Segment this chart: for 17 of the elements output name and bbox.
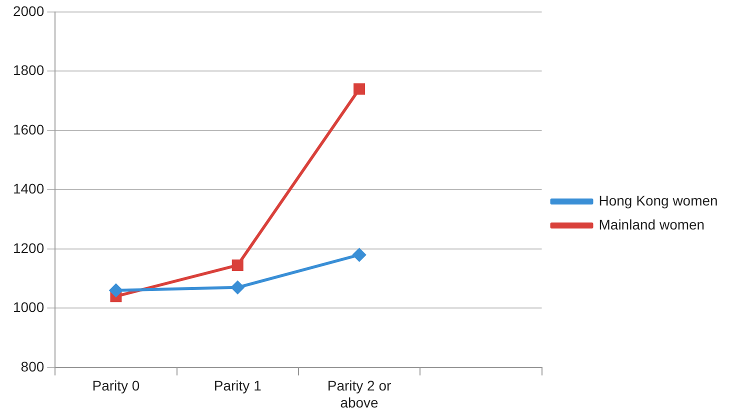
point bbox=[232, 259, 244, 271]
x-tick-label: Parity 0 bbox=[92, 378, 140, 394]
point bbox=[231, 280, 244, 294]
point bbox=[354, 83, 366, 95]
point bbox=[109, 284, 122, 297]
y-tick-label: 800 bbox=[20, 358, 44, 374]
y-tick-label: 1600 bbox=[12, 121, 44, 138]
y-tick-label: 2000 bbox=[12, 2, 44, 19]
legend-label: Hong Kong women bbox=[598, 192, 718, 208]
legend-label: Mainland women bbox=[598, 216, 705, 232]
x-tick-label: Parity 2 or above bbox=[327, 378, 392, 410]
x-tick-label: Parity 1 bbox=[214, 378, 262, 394]
y-tick-label: 1000 bbox=[12, 299, 44, 316]
point bbox=[352, 248, 366, 262]
y-tick-label: 1200 bbox=[12, 240, 44, 256]
y-tick-label: 1400 bbox=[12, 180, 44, 197]
y-tick-label: 1800 bbox=[12, 62, 44, 78]
